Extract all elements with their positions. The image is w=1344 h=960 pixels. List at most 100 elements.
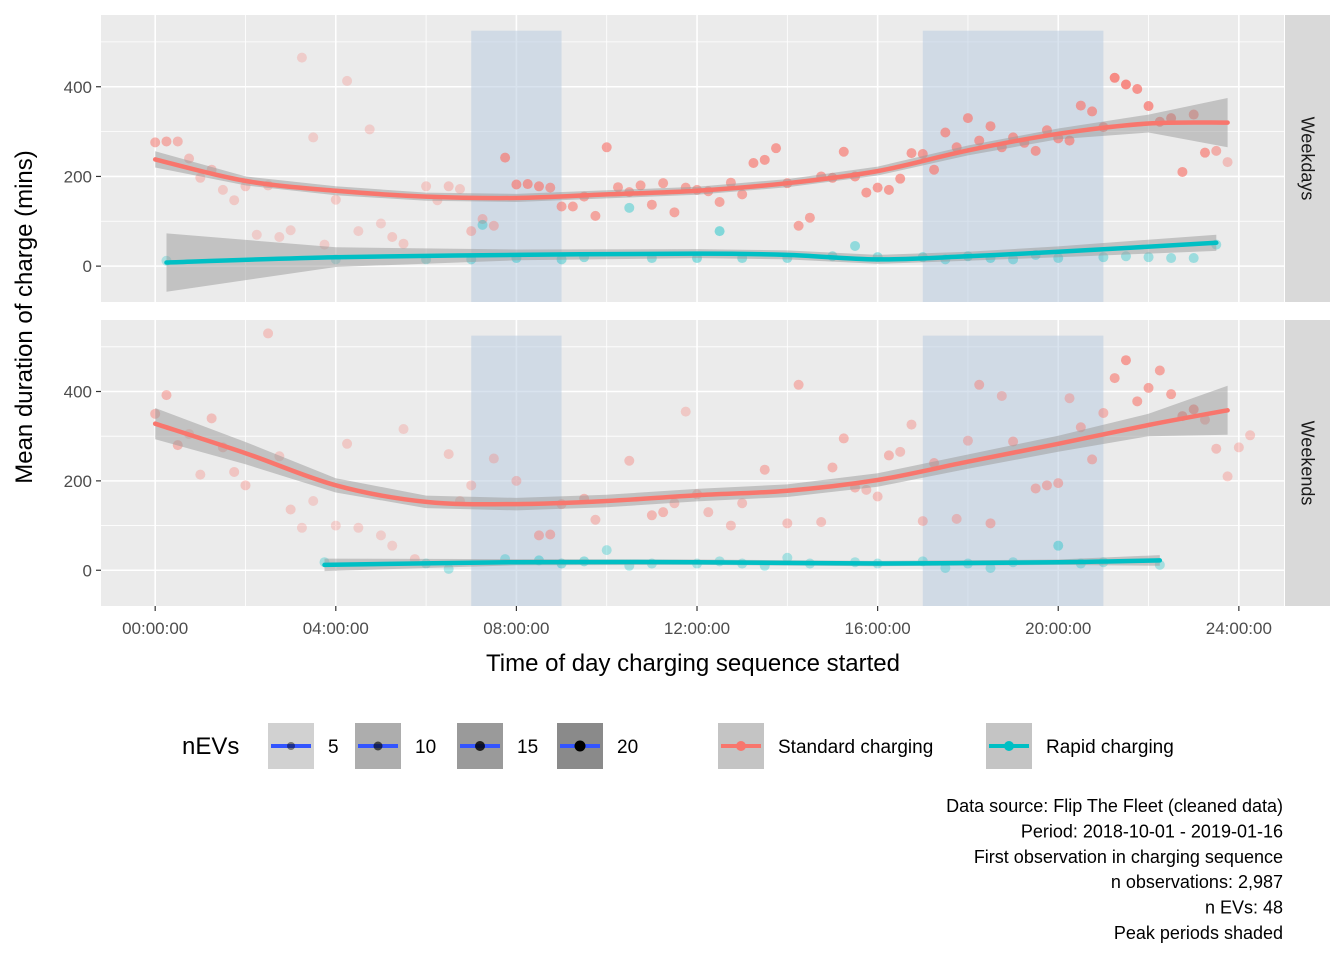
standard-point bbox=[624, 455, 635, 466]
caption-line: n observations: 2,987 bbox=[1111, 872, 1283, 892]
caption: Data source: Flip The Fleet (cleaned dat… bbox=[946, 796, 1283, 943]
standard-point bbox=[838, 433, 849, 444]
standard-point bbox=[1222, 471, 1233, 482]
standard-point bbox=[443, 449, 454, 460]
standard-point bbox=[500, 152, 511, 163]
standard-point bbox=[929, 164, 940, 175]
standard-point bbox=[263, 328, 274, 339]
standard-point bbox=[240, 480, 251, 491]
standard-point bbox=[342, 438, 353, 449]
legend-key-point bbox=[287, 742, 295, 750]
standard-point bbox=[342, 75, 353, 86]
x-tick-label: 04:00:00 bbox=[303, 619, 369, 638]
facet-strip bbox=[1285, 15, 1330, 302]
panel-weekends: 0 200 400 Weekends bbox=[64, 320, 1330, 606]
standard-point bbox=[466, 480, 477, 491]
x-tick-label: 20:00:00 bbox=[1025, 619, 1091, 638]
standard-point bbox=[466, 226, 477, 237]
standard-point bbox=[161, 136, 172, 147]
standard-point bbox=[488, 453, 499, 464]
standard-point bbox=[375, 218, 386, 229]
standard-point bbox=[545, 182, 556, 193]
standard-point bbox=[895, 446, 906, 457]
standard-point bbox=[522, 179, 533, 190]
standard-point bbox=[1222, 157, 1233, 168]
standard-point bbox=[601, 142, 612, 153]
standard-point bbox=[353, 226, 364, 237]
standard-point bbox=[804, 212, 815, 223]
standard-point bbox=[1132, 396, 1143, 407]
standard-point bbox=[974, 379, 985, 390]
standard-point bbox=[838, 146, 849, 157]
standard-point bbox=[274, 231, 285, 242]
standard-point bbox=[1098, 407, 1109, 418]
standard-point bbox=[658, 178, 669, 189]
standard-point bbox=[488, 220, 499, 231]
rapid-point bbox=[477, 219, 488, 230]
y-tick-label: 400 bbox=[64, 78, 92, 97]
standard-point bbox=[1199, 147, 1210, 158]
legend-key-point bbox=[475, 741, 485, 751]
rapid-confidence-band bbox=[166, 233, 1217, 292]
standard-point bbox=[308, 132, 319, 143]
standard-point bbox=[567, 201, 578, 212]
standard-point bbox=[1120, 79, 1131, 90]
legend-label: 20 bbox=[617, 737, 638, 758]
standard-point bbox=[1245, 430, 1256, 441]
legend-key-point bbox=[574, 740, 586, 752]
standard-point bbox=[1211, 443, 1222, 454]
standard-point bbox=[895, 173, 906, 184]
standard-point bbox=[1041, 480, 1052, 491]
standard-point bbox=[387, 231, 398, 242]
standard-point bbox=[861, 187, 872, 198]
x-tick-label: 24:00:00 bbox=[1206, 619, 1272, 638]
standard-point bbox=[680, 406, 691, 417]
standard-point bbox=[296, 52, 307, 63]
standard-point bbox=[906, 148, 917, 159]
standard-point bbox=[421, 181, 432, 192]
standard-point bbox=[330, 520, 341, 531]
standard-point bbox=[1030, 145, 1041, 156]
standard-point bbox=[1177, 166, 1188, 177]
rapid-smooth-line bbox=[164, 240, 1219, 265]
standard-point bbox=[1109, 373, 1120, 384]
standard-point bbox=[398, 424, 409, 435]
x-axis: 00:00:00 04:00:00 08:00:00 12:00:00 16:00:00… bbox=[122, 606, 1272, 638]
standard-point bbox=[793, 220, 804, 231]
standard-point bbox=[545, 529, 556, 540]
standard-point bbox=[1075, 100, 1086, 111]
standard-point bbox=[737, 498, 748, 509]
y-tick-label: 200 bbox=[64, 167, 92, 186]
standard-point bbox=[1008, 436, 1019, 447]
standard-point bbox=[217, 184, 228, 195]
standard-point bbox=[161, 390, 172, 401]
rapid-point bbox=[850, 240, 861, 251]
legend-label: 5 bbox=[328, 737, 339, 758]
standard-point bbox=[443, 181, 454, 192]
standard-point bbox=[1087, 454, 1098, 465]
legend-label: Rapid charging bbox=[1046, 737, 1174, 758]
legend-title: nEVs bbox=[182, 733, 239, 760]
legend: nEVs 5 10 15 20 Standard charging Rapid chargi… bbox=[182, 723, 1174, 769]
rapid-point bbox=[714, 226, 725, 237]
standard-point bbox=[725, 520, 736, 531]
standard-point bbox=[748, 157, 759, 168]
rapid-smooth-line bbox=[322, 558, 1163, 568]
standard-point bbox=[1087, 106, 1098, 117]
y-tick-label: 200 bbox=[64, 472, 92, 491]
standard-point bbox=[917, 516, 928, 527]
standard-point bbox=[985, 121, 996, 132]
standard-smooth-line bbox=[152, 408, 1230, 507]
standard-point bbox=[387, 540, 398, 551]
standard-point bbox=[511, 179, 522, 190]
standard-point bbox=[251, 229, 262, 240]
legend-key-point bbox=[373, 741, 383, 751]
facet-label: Weekends bbox=[1298, 421, 1318, 506]
caption-line: First observation in charging sequence bbox=[974, 847, 1283, 867]
y-tick-label: 0 bbox=[83, 561, 92, 580]
x-axis-title: Time of day charging sequence started bbox=[486, 650, 900, 677]
standard-point bbox=[883, 184, 894, 195]
standard-point bbox=[827, 462, 838, 473]
standard-point bbox=[1233, 442, 1244, 453]
standard-point bbox=[793, 379, 804, 390]
